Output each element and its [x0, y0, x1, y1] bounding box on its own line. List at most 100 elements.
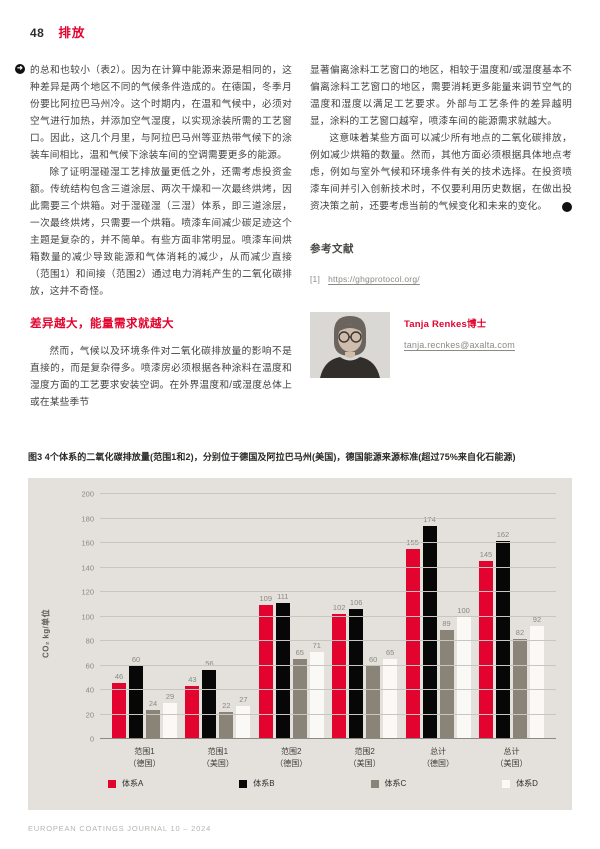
legend-swatch [108, 779, 116, 788]
body-paragraph: 的总和也较小（表2）。因为在计算中能源来源是相同的，这种差异是两个地区不同的气候… [30, 65, 292, 161]
bar-value-label: 46 [114, 671, 124, 681]
body-paragraph: 这意味着某些方面可以减少所有地点的二氧化碳排放，例如减少烘箱的数量。然而，其他方… [310, 130, 580, 215]
bar-groups: 46 60 24 29 范围1 （德国） 43 56 22 27 范围1 （美国） 109 111 65 71… [100, 494, 556, 768]
x-tick-line: 总计 [503, 747, 520, 756]
figure3-chart: CO₂ kg/单位 0 20 40 60 80 100 120 140 160 180 200 46… [28, 478, 572, 810]
bar-wrapper: 111 [275, 592, 290, 739]
y-tick-label: 60 [85, 661, 94, 670]
references-heading: 参考文献 [310, 243, 354, 255]
bar-wrapper: 109 [258, 594, 273, 739]
bar [202, 670, 217, 739]
bar [236, 705, 251, 739]
bar-value-label: 100 [457, 605, 470, 615]
bar [366, 665, 381, 739]
bar-wrapper: 24 [146, 699, 160, 739]
gridline [100, 713, 556, 715]
bar-wrapper: 27 [236, 695, 251, 739]
author-email-link[interactable]: tanja.recnkes@axalta.com [404, 340, 515, 350]
author-block: Tanja Renkes博士 tanja.recnkes@axalta.com [310, 312, 572, 378]
bar [332, 614, 347, 739]
body-paragraph: 除了证明湿碰湿工艺排放量更低之外，还需考虑投资金额。传统结构包含三道涂层、两次干… [30, 167, 292, 297]
legend-item: 体系A [108, 778, 143, 789]
plot-area: 46 60 24 29 范围1 （德国） 43 56 22 27 范围1 （美国） 109 111 65 71… [100, 493, 556, 768]
y-axis-label: CO₂ kg/单位 [41, 609, 51, 658]
y-axis-ticks: 0 20 40 60 80 100 120 140 160 180 200 [68, 490, 94, 744]
article-end-icon: ❮ [562, 202, 580, 212]
bar-wrapper: 60 [129, 654, 143, 739]
bar [478, 561, 493, 739]
bar-group: 155 174 89 100 总计 （德国） [405, 515, 471, 768]
bar-wrapper: 60 [366, 654, 381, 739]
bar [112, 682, 126, 739]
bar-value-label: 60 [131, 654, 141, 664]
bar [439, 629, 454, 739]
bar-value-label: 65 [295, 648, 304, 658]
bar-wrapper: 155 [405, 538, 420, 739]
x-tick-line: （美国） [495, 759, 528, 768]
gridline [100, 615, 556, 617]
bar [309, 652, 324, 739]
bar [146, 709, 160, 739]
reference-item: [1] https://ghgprotocol.org/ [310, 271, 572, 288]
bar-wrapper: 22 [219, 701, 234, 739]
paragraph-text: 这意味着某些方面可以减少所有地点的二氧化碳排放，例如减少烘箱的数量。然而，其他方… [310, 133, 572, 212]
legend-item: 体系B [239, 778, 275, 789]
bar-wrapper: 65 [292, 648, 307, 739]
gridline [100, 566, 556, 568]
gridline [100, 689, 556, 690]
legend-label: 体系A [122, 779, 144, 788]
bar [383, 659, 398, 739]
x-tick-line: 范围1 [134, 747, 155, 756]
bar [529, 626, 544, 739]
bar-group: 145 162 82 92 总计 （美国） [478, 529, 544, 768]
x-tick-line: 范围2 [354, 747, 375, 756]
bar-value-label: 109 [259, 594, 273, 604]
author-photo [310, 312, 390, 378]
gridline [100, 493, 556, 494]
bar-value-label: 60 [369, 654, 378, 664]
y-tick-label: 100 [81, 612, 94, 621]
bar [129, 665, 143, 739]
reference-link[interactable]: https://ghgprotocol.org/ [328, 274, 420, 284]
y-tick-label: 200 [81, 489, 94, 499]
y-tick-label: 40 [85, 685, 94, 695]
x-tick-label: 范围2 （德国） [275, 746, 307, 770]
bar [349, 609, 364, 739]
x-tick-label: 总计 （德国） [422, 746, 454, 770]
bar-value-label: 65 [386, 648, 395, 658]
bar-value-label: 102 [332, 603, 346, 613]
bar [219, 712, 234, 739]
bar-wrapper: 89 [439, 619, 454, 739]
x-tick-line: （德国） [275, 759, 308, 768]
bar-group: 46 60 24 29 范围1 （德国） [112, 654, 177, 768]
bar [163, 703, 177, 739]
journal-footer: EUROPEAN COATINGS JOURNAL 10 – 2024 [28, 824, 212, 833]
gridline [100, 517, 556, 519]
bar-value-label: 111 [277, 592, 289, 602]
author-info: Tanja Renkes博士 tanja.recnkes@axalta.com [404, 312, 515, 354]
x-tick-line: 范围1 [207, 747, 229, 756]
x-tick-line: （德国） [422, 759, 455, 768]
bar-wrapper: 46 [112, 672, 126, 739]
gridline [100, 738, 556, 739]
bar-wrapper: 43 [185, 675, 200, 739]
x-tick-label: 范围1 （美国） [202, 746, 234, 770]
bar-wrapper: 56 [202, 659, 217, 739]
body-paragraph: 显著偏离涂料工艺窗口的地区，相较于温度和/或湿度基本不偏离涂料工艺窗口的地区，需… [310, 65, 572, 127]
legend-label: 体系D [516, 779, 538, 788]
body-paragraph: 然而，气候以及环境条件对二氧化碳排放量的影响不是直接的，而是复杂得多。喷漆房必须… [30, 346, 292, 408]
bar-value-label: 162 [496, 529, 510, 539]
bar-wrapper: 71 [309, 641, 324, 739]
y-tick-label: 120 [81, 587, 94, 597]
bar [185, 686, 200, 739]
continued-from-icon: ➜ [15, 64, 25, 74]
y-tick-label: 0 [89, 734, 94, 744]
legend-swatch [502, 779, 511, 788]
bar-value-label: 71 [312, 641, 321, 651]
bar-value-label: 92 [532, 615, 542, 625]
bar-wrapper: 106 [349, 598, 364, 739]
legend-swatch [370, 779, 379, 788]
author-name: Tanja Renkes博士 [404, 319, 487, 330]
x-tick-label: 范围1 （德国） [129, 746, 161, 770]
